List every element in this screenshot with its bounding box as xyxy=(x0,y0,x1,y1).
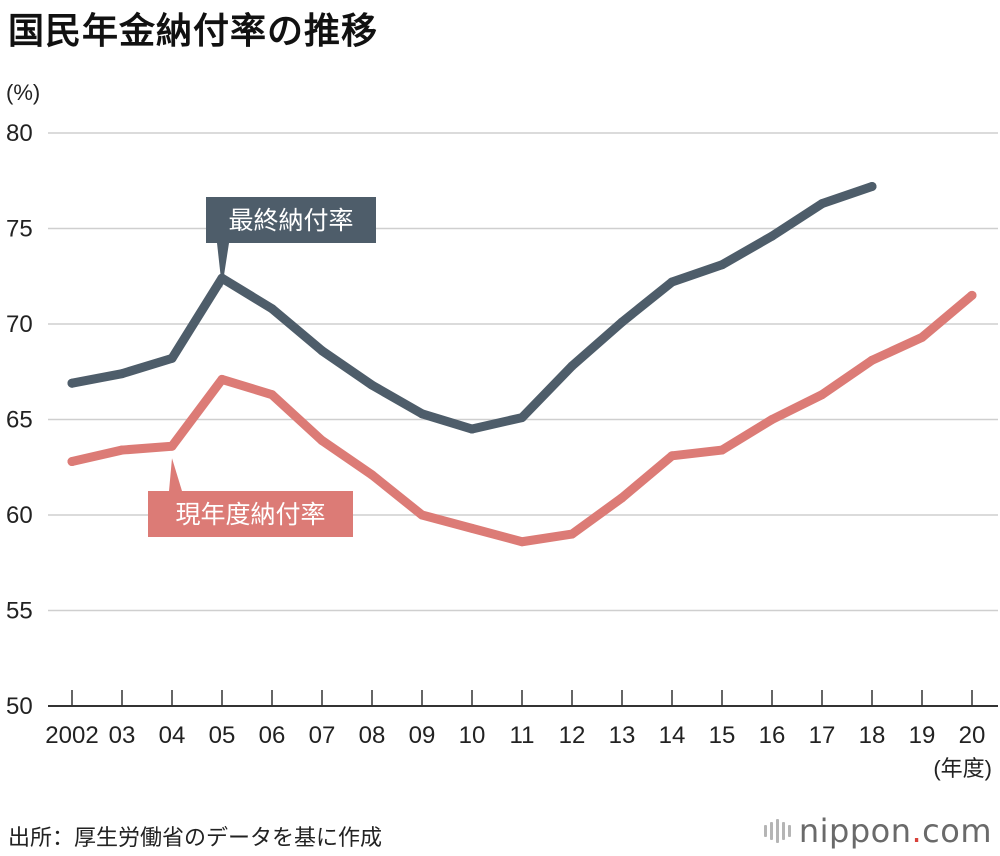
callout-box-current xyxy=(148,491,353,537)
y-tick-label: 50 xyxy=(6,693,33,720)
data-point-final xyxy=(717,260,727,270)
y-tick-label: 65 xyxy=(6,407,33,434)
y-tick-label: 70 xyxy=(6,311,33,338)
data-point-current xyxy=(967,290,977,300)
x-tick-label: 08 xyxy=(359,722,386,749)
x-tick-label: 09 xyxy=(409,722,436,749)
x-tick-label: 07 xyxy=(309,722,336,749)
callout-label-final: 最終納付率 xyxy=(228,207,353,235)
callout-pointer-final xyxy=(217,243,229,289)
data-point-final xyxy=(867,181,877,191)
data-point-final xyxy=(467,424,477,434)
y-tick-label: 55 xyxy=(6,598,33,625)
data-point-final xyxy=(117,369,127,379)
logo-name: nippon xyxy=(798,812,912,850)
x-tick-label: 12 xyxy=(559,722,586,749)
y-tick-label: 60 xyxy=(6,502,33,529)
y-axis-label: (%) xyxy=(6,80,40,105)
data-point-current xyxy=(817,390,827,400)
callout-box-final xyxy=(206,197,376,243)
data-point-final xyxy=(567,361,577,371)
data-point-final xyxy=(67,378,77,388)
x-tick-label: 17 xyxy=(809,722,836,749)
data-point-current xyxy=(717,445,727,455)
data-point-current xyxy=(217,374,227,384)
logo-text: nippon.com xyxy=(799,812,992,850)
x-tick-label: 16 xyxy=(759,722,786,749)
x-tick-label: 14 xyxy=(659,722,686,749)
y-tick-label: 80 xyxy=(6,120,33,147)
x-tick-label: 15 xyxy=(709,722,736,749)
data-point-current xyxy=(567,529,577,539)
x-tick-label: 11 xyxy=(510,722,535,749)
data-point-current xyxy=(617,493,627,503)
data-point-current xyxy=(467,523,477,533)
data-point-final xyxy=(667,277,677,287)
x-tick-label: 03 xyxy=(109,722,136,749)
data-point-current xyxy=(667,451,677,461)
source-note: 出所：厚生労働省のデータを基に作成 xyxy=(8,826,383,851)
logo-dot: . xyxy=(911,812,923,850)
data-point-current xyxy=(317,436,327,446)
x-tick-label: 05 xyxy=(209,722,236,749)
data-point-current xyxy=(767,415,777,424)
data-point-current xyxy=(867,355,877,365)
y-tick-label: 75 xyxy=(6,216,33,243)
data-point-final xyxy=(417,409,427,419)
chart-title: 国民年金納付率の推移 xyxy=(8,11,379,52)
x-tick-label: 20 xyxy=(959,722,986,749)
data-point-current xyxy=(267,390,277,400)
data-point-current xyxy=(917,332,927,342)
data-point-final xyxy=(767,231,777,241)
nippon-logo: nippon.com xyxy=(763,812,992,850)
data-point-current xyxy=(367,470,377,480)
data-point-final xyxy=(817,199,827,209)
data-point-final xyxy=(617,317,627,327)
logo-mark-icon xyxy=(763,817,791,845)
data-point-current xyxy=(117,445,127,455)
data-point-current xyxy=(67,457,77,467)
callout-pointer-current xyxy=(169,458,182,491)
logo-tld: com xyxy=(922,812,992,850)
x-tick-label: 19 xyxy=(909,722,936,749)
data-point-final xyxy=(167,353,177,363)
data-point-final xyxy=(517,413,527,423)
x-tick-label: 10 xyxy=(459,722,486,749)
data-point-current xyxy=(167,441,177,451)
x-tick-label: 13 xyxy=(609,722,636,749)
data-point-final xyxy=(367,380,377,390)
data-point-current xyxy=(417,510,427,520)
x-tick-label: 04 xyxy=(159,722,186,749)
series-line-final xyxy=(67,181,877,434)
data-point-final xyxy=(267,304,277,314)
x-tick-label: 06 xyxy=(259,722,286,749)
x-tick-label: 2002 xyxy=(45,722,98,749)
data-point-final xyxy=(317,346,327,356)
data-point-current xyxy=(517,537,527,547)
callout-label-current: 現年度納付率 xyxy=(175,501,325,529)
x-axis-label: (年度) xyxy=(933,756,992,781)
x-tick-label: 18 xyxy=(859,722,886,749)
